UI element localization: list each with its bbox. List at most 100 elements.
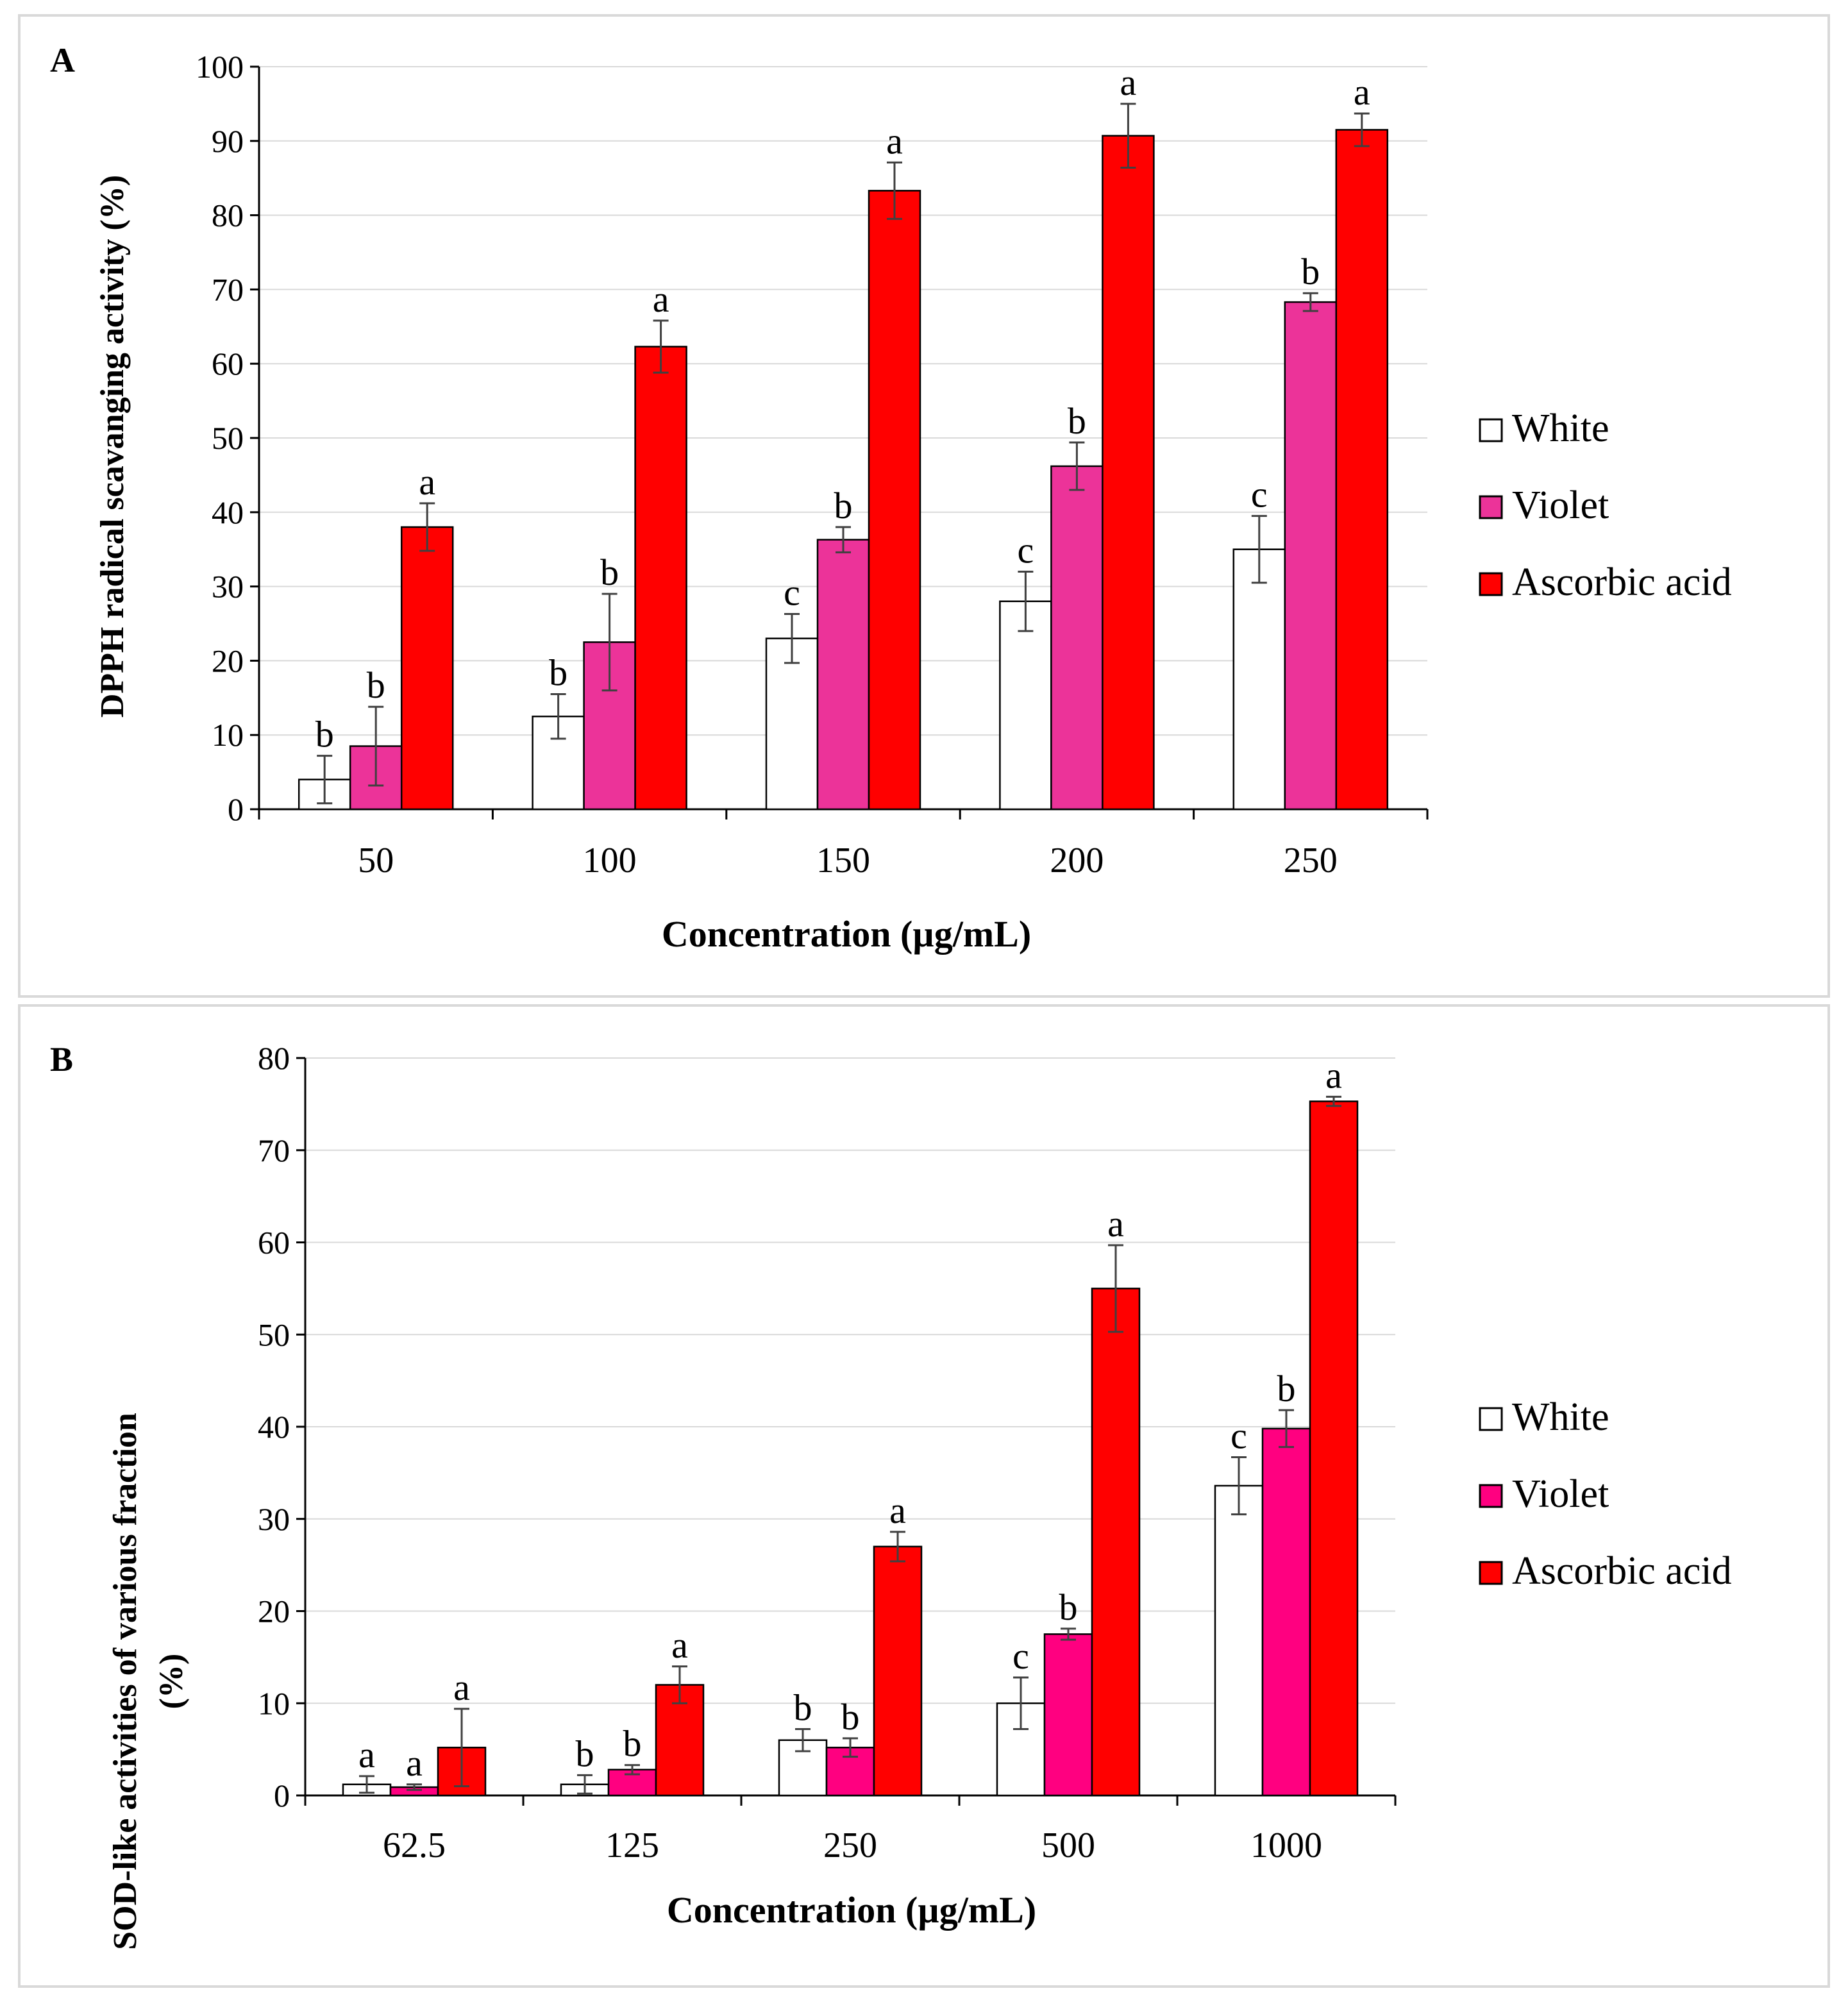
x-tick-label: 125 [605,1826,659,1865]
bar-violet [1043,1633,1093,1797]
significance-label: b [315,714,334,755]
significance-label: a [889,1490,906,1531]
y-tick-label: 40 [212,494,244,530]
bar-violet [816,539,870,811]
significance-label: a [1120,62,1137,103]
y-tick-label: 20 [212,643,244,678]
significance-label: a [358,1734,375,1776]
panel-b: B SOD-like activities of various fractio… [18,1004,1830,1988]
x-tick-label: 150 [816,841,870,880]
significance-label: c [1012,1635,1029,1677]
significance-label: c [784,571,800,613]
y-tick-label: 70 [258,1132,290,1168]
legend-label: Violet [1512,483,1609,527]
x-tick-label: 250 [1284,841,1338,880]
x-axis-title: Concentration (µg/mL) [667,1889,1036,1931]
legend-swatch [1479,1484,1503,1508]
legend: White Violet Ascorbic acid [1479,1395,1732,1593]
significance-label: c [1231,1415,1247,1456]
significance-label: b [834,485,853,526]
legend-label: Ascorbic acid [1512,1549,1732,1593]
significance-label: c [1251,474,1268,516]
legend-swatch [1479,495,1503,519]
significance-label: a [406,1742,423,1784]
bar-ascorbic-acid [1335,129,1389,811]
significance-label: a [886,120,903,162]
significance-label: b [1059,1586,1078,1628]
y-tick-label: 50 [212,420,244,456]
legend-label: White [1512,407,1609,450]
legend-label: Ascorbic acid [1512,560,1732,604]
bar-violet [1261,1427,1311,1797]
y-tick-label: 80 [258,1040,290,1076]
legend-label: White [1512,1395,1609,1439]
significance-label: a [653,278,669,320]
significance-label: b [576,1733,594,1774]
significance-label: a [1354,71,1370,113]
x-tick-label: 200 [1050,841,1104,880]
plot-area: 010203040506070809010050bba100bba150cba2… [196,49,1429,880]
y-tick-label: 80 [212,197,244,233]
significance-label: a [453,1667,470,1708]
significance-label: a [1107,1203,1124,1245]
bar-ascorbic-acid [1309,1100,1359,1797]
bar-violet [1050,465,1104,811]
y-tick-label: 30 [212,569,244,605]
bar-ascorbic-acid [400,526,454,811]
x-tick-label: 500 [1041,1826,1095,1865]
y-tick-label: 0 [228,791,244,827]
bar-white [765,637,819,811]
y-tick-label: 20 [258,1593,290,1629]
panel-label: A [50,41,75,80]
bar-white [1232,548,1286,811]
significance-label: b [841,1696,860,1738]
panel-label: B [50,1040,73,1079]
y-tick-label: 100 [196,49,244,85]
significance-label: b [623,1723,642,1765]
y-tick-label: 90 [212,123,244,159]
x-tick-label: 62.5 [383,1826,446,1865]
y-axis-title: DPPH radical scavanging activity (%) [94,175,131,718]
legend-swatch [1479,1407,1503,1431]
significance-label: b [600,551,619,593]
significance-label: b [1277,1368,1296,1409]
bar-ascorbic-acid [1091,1288,1141,1797]
significance-label: b [1068,400,1086,442]
y-axis-title-line2: (%) [153,1654,190,1710]
x-tick-label: 1000 [1250,1826,1322,1865]
dpph-chart: A DPPH radical scavanging activity (%) C… [50,41,1732,955]
y-tick-label: 10 [212,717,244,753]
significance-label: b [367,664,385,706]
y-tick-label: 50 [258,1316,290,1352]
bar-ascorbic-acid [1102,135,1155,811]
bar-white [999,600,1052,811]
y-tick-label: 10 [258,1685,290,1721]
x-tick-label: 250 [823,1826,877,1865]
y-tick-label: 30 [258,1501,290,1537]
y-tick-label: 0 [274,1777,290,1813]
significance-label: c [1018,529,1034,571]
legend-swatch [1479,1561,1503,1585]
legend-swatch [1479,572,1503,596]
legend-label: Violet [1512,1472,1609,1516]
bar-white [1214,1484,1264,1797]
significance-label: b [549,652,567,694]
significance-label: b [1301,251,1320,292]
bar-ascorbic-acid [873,1545,923,1797]
y-tick-label: 70 [212,271,244,307]
bar-violet [607,1769,657,1797]
x-tick-label: 50 [358,841,394,880]
panel-a: A DPPH radical scavanging activity (%) C… [18,14,1830,998]
bar-ascorbic-acid [868,190,921,811]
y-tick-label: 40 [258,1409,290,1445]
y-tick-label: 60 [212,346,244,382]
sod-chart: B SOD-like activities of various fractio… [50,1040,1732,1950]
significance-label: a [1325,1054,1342,1096]
legend-swatch [1479,418,1503,442]
y-tick-label: 60 [258,1225,290,1261]
x-axis-title: Concentration (µg/mL) [662,913,1031,955]
bar-violet [1284,301,1338,811]
legend: White Violet Ascorbic acid [1479,407,1732,604]
x-tick-label: 100 [583,841,637,880]
